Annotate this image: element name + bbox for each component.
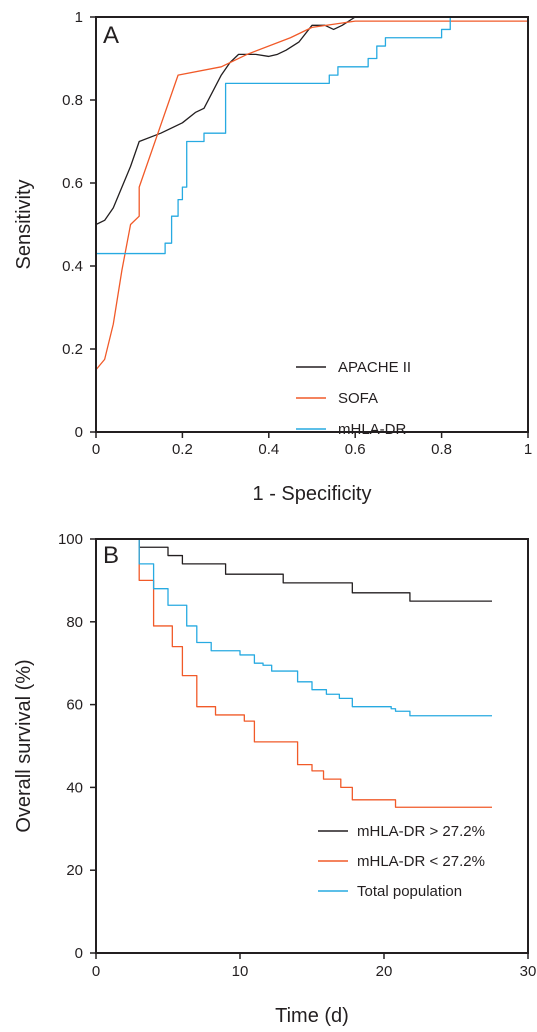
chart-b-x-axis-title: Time (d) <box>275 1005 349 1027</box>
chart-a-series-line-mhla-dr <box>95 16 528 432</box>
chart-a-plot-frame <box>95 16 529 433</box>
roc-chart-panel: 0 0.2 0.4 0.6 0.8 1 0 0.2 0.4 0.6 0.8 1 1 - Specific… <box>13 9 532 505</box>
chart-b-x-tick-label: 10 <box>232 963 249 980</box>
chart-a-x-tick-label: 1 <box>524 441 532 458</box>
chart-b-y-tick-label: 80 <box>66 614 83 631</box>
chart-b-legend-label-mhla-dr-27-2: mHLA-DR > 27.2% <box>357 823 485 840</box>
chart-b-x-tick-label: 0 <box>92 963 100 980</box>
chart-b-y-tick-label: 100 <box>58 531 83 548</box>
chart-a-panel-label: A <box>103 22 119 49</box>
chart-b-y-tick-label: 60 <box>66 697 83 714</box>
chart-a-series-line-apache-ii <box>95 16 528 226</box>
chart-b-y-tick-label: 0 <box>75 945 83 962</box>
chart-a-x-tick-label: 0.6 <box>345 441 366 458</box>
chart-a-y-tick-label: 0.4 <box>62 258 83 275</box>
chart-a-y-tick-label: 1 <box>75 9 83 26</box>
chart-a-legend-label-mhla-dr: mHLA-DR <box>338 421 407 438</box>
chart-b-legend-label-total-population: Total population <box>357 883 462 900</box>
chart-b-y-axis-title: Overall survival (%) <box>13 659 35 832</box>
chart-a-y-axis-title: Sensitivity <box>13 179 35 269</box>
chart-b-series-line-total-population <box>138 539 492 717</box>
chart-b-plot-frame <box>95 538 529 954</box>
chart-b-x-tick-label: 30 <box>520 963 537 980</box>
chart-b-legend-label-mhla-dr-27-2: mHLA-DR < 27.2% <box>357 853 485 870</box>
chart-a-series-line-sofa <box>95 20 528 371</box>
chart-a-legend-label-apache-ii: APACHE II <box>338 359 411 376</box>
chart-b-panel-label: B <box>103 542 119 569</box>
chart-b-x-tick-label: 20 <box>376 963 393 980</box>
chart-b-y-tick-label: 40 <box>66 779 83 796</box>
chart-a-x-tick-label: 0.4 <box>258 441 279 458</box>
chart-a-legend-label-sofa: SOFA <box>338 390 378 407</box>
chart-a-y-tick-label: 0.8 <box>62 92 83 109</box>
chart-a-x-tick-label: 0.8 <box>431 441 452 458</box>
chart-b-series-line-mhla-dr-27-2 <box>138 539 492 808</box>
chart-b-series-line-mhla-dr-27-2 <box>138 539 492 602</box>
chart-a-x-axis-title: 1 - Specificity <box>253 483 372 505</box>
chart-a-y-tick-label: 0.6 <box>62 175 83 192</box>
chart-a-x-tick-label: 0.2 <box>172 441 193 458</box>
chart-a-y-tick-label: 0 <box>75 424 83 441</box>
survival-chart-panel: 0 10 20 30 0 20 40 60 80 100 Time (d) Overall survi… <box>13 531 536 1027</box>
chart-a-y-tick-label: 0.2 <box>62 341 83 358</box>
chart-b-y-tick-label: 20 <box>66 862 83 879</box>
chart-a-x-tick-label: 0 <box>92 441 100 458</box>
